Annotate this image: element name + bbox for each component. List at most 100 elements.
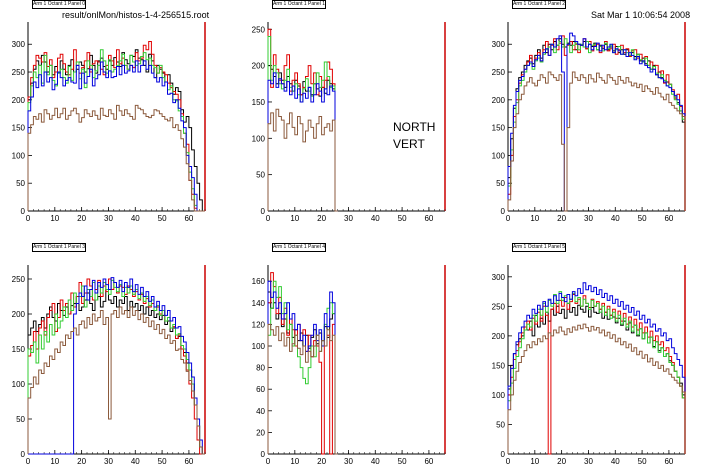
- x-tick-label-2-2: 20: [557, 214, 566, 223]
- y-tick-label-3-5: 250: [12, 275, 26, 284]
- x-tick-label-5-0: 0: [506, 457, 511, 464]
- x-tick-label-3-4: 40: [131, 457, 140, 464]
- y-tick-label-0-5: 250: [12, 68, 26, 77]
- panel-title-3: Arm 1 Octant 1 Panel 3: [32, 243, 86, 252]
- x-tick-label-2-5: 50: [638, 214, 647, 223]
- y-tick-label-5-3: 150: [492, 361, 506, 370]
- series-3-3: [28, 277, 205, 455]
- y-tick-label-1-2: 100: [252, 134, 266, 143]
- annotation-north: NORTH: [393, 120, 436, 134]
- series-1-3: [267, 72, 338, 212]
- y-tick-label-3-3: 150: [12, 345, 26, 354]
- x-tick-label-2-3: 30: [584, 214, 593, 223]
- x-tick-label-1-1: 10: [290, 214, 299, 223]
- x-tick-label-0-6: 60: [184, 214, 193, 223]
- y-tick-label-0-0: 0: [21, 207, 26, 216]
- series-5-0: [507, 302, 686, 454]
- x-tick-label-3-5: 50: [158, 457, 167, 464]
- y-tick-label-0-2: 100: [12, 151, 26, 160]
- series-4-4: [267, 323, 338, 455]
- panel-title-0: Arm 1 Octant 1 Panel 0: [32, 0, 86, 9]
- x-tick-label-3-6: 60: [184, 457, 193, 464]
- y-tick-label-2-5: 250: [492, 68, 506, 77]
- x-tick-label-0-3: 30: [104, 214, 113, 223]
- y-tick-label-2-6: 300: [492, 40, 506, 49]
- series-2-3: [507, 32, 686, 212]
- x-tick-label-5-4: 40: [611, 457, 620, 464]
- y-tick-label-0-1: 50: [16, 179, 25, 188]
- y-tick-label-4-2: 40: [256, 407, 265, 416]
- x-tick-label-1-0: 0: [266, 214, 271, 223]
- y-tick-label-1-3: 150: [252, 98, 266, 107]
- series-0-4: [27, 104, 205, 212]
- y-tick-label-4-6: 120: [252, 320, 266, 329]
- y-tick-label-3-1: 50: [16, 415, 25, 424]
- y-tick-label-0-3: 150: [12, 124, 26, 133]
- x-tick-label-2-0: 0: [506, 214, 511, 223]
- x-tick-label-3-2: 20: [77, 457, 86, 464]
- timestamp-label: Sat Mar 1 10:06:54 2008: [591, 10, 691, 20]
- y-tick-label-4-0: 0: [261, 450, 266, 459]
- y-tick-label-4-4: 80: [256, 364, 265, 373]
- panel-title-1: Arm 1 Octant 1 Panel 1: [272, 0, 326, 9]
- y-tick-label-5-0: 0: [501, 450, 506, 459]
- series-0-3: [27, 60, 205, 212]
- y-tick-label-3-0: 0: [21, 450, 26, 459]
- series-4-2: [267, 280, 338, 455]
- y-tick-label-4-3: 60: [256, 385, 265, 394]
- series-4-1: [267, 272, 338, 455]
- y-tick-label-3-2: 100: [12, 380, 26, 389]
- x-tick-label-4-5: 50: [398, 457, 407, 464]
- series-5-3: [507, 282, 686, 454]
- x-tick-label-0-4: 40: [131, 214, 140, 223]
- y-tick-label-5-2: 100: [492, 391, 506, 400]
- series-1-1: [267, 28, 338, 212]
- x-tick-label-2-1: 10: [530, 214, 539, 223]
- x-tick-label-4-2: 20: [317, 457, 326, 464]
- x-tick-label-0-0: 0: [26, 214, 31, 223]
- x-tick-label-3-0: 0: [26, 457, 31, 464]
- x-tick-label-4-0: 0: [266, 457, 271, 464]
- x-tick-label-4-1: 10: [290, 457, 299, 464]
- y-tick-label-2-3: 150: [492, 124, 506, 133]
- y-tick-label-1-5: 250: [252, 25, 266, 34]
- series-3-4: [27, 306, 205, 455]
- x-tick-label-1-6: 60: [424, 214, 433, 223]
- x-tick-label-3-1: 10: [50, 457, 59, 464]
- y-tick-label-4-7: 140: [252, 299, 266, 308]
- y-tick-label-1-1: 50: [256, 171, 265, 180]
- y-tick-label-1-0: 0: [261, 207, 266, 216]
- panel-title-2: Arm 1 Octant 1 Panel 2: [512, 0, 566, 9]
- x-tick-label-3-3: 30: [104, 457, 113, 464]
- x-tick-label-5-6: 60: [664, 457, 673, 464]
- y-tick-label-4-5: 100: [252, 342, 266, 351]
- y-tick-label-5-5: 250: [492, 302, 506, 311]
- y-tick-label-2-0: 0: [501, 207, 506, 216]
- x-tick-label-0-1: 10: [50, 214, 59, 223]
- y-tick-label-0-4: 200: [12, 96, 26, 105]
- series-5-4: [507, 323, 686, 454]
- x-tick-label-0-2: 20: [77, 214, 86, 223]
- x-tick-label-1-3: 30: [344, 214, 353, 223]
- x-tick-label-5-3: 30: [584, 457, 593, 464]
- series-5-2: [507, 291, 686, 454]
- y-tick-label-2-4: 200: [492, 96, 506, 105]
- y-tick-label-5-4: 200: [492, 332, 506, 341]
- y-tick-label-4-1: 20: [256, 428, 265, 437]
- x-tick-label-2-6: 60: [664, 214, 673, 223]
- y-tick-label-5-1: 50: [496, 420, 505, 429]
- panel-title-4: Arm 1 Octant 1 Panel 4: [272, 243, 326, 252]
- x-tick-label-2-4: 40: [611, 214, 620, 223]
- annotation-vert: VERT: [393, 137, 425, 151]
- series-0-2: [27, 49, 205, 212]
- x-tick-label-4-6: 60: [424, 457, 433, 464]
- series-1-4: [267, 108, 338, 212]
- x-tick-label-5-1: 10: [530, 457, 539, 464]
- y-tick-label-3-4: 200: [12, 310, 26, 319]
- x-tick-label-1-5: 50: [398, 214, 407, 223]
- panel-title-5: Arm 1 Octant 1 Panel 5: [512, 243, 566, 252]
- y-tick-label-5-6: 300: [492, 273, 506, 282]
- y-tick-label-2-1: 50: [496, 179, 505, 188]
- series-2-4: [507, 71, 686, 212]
